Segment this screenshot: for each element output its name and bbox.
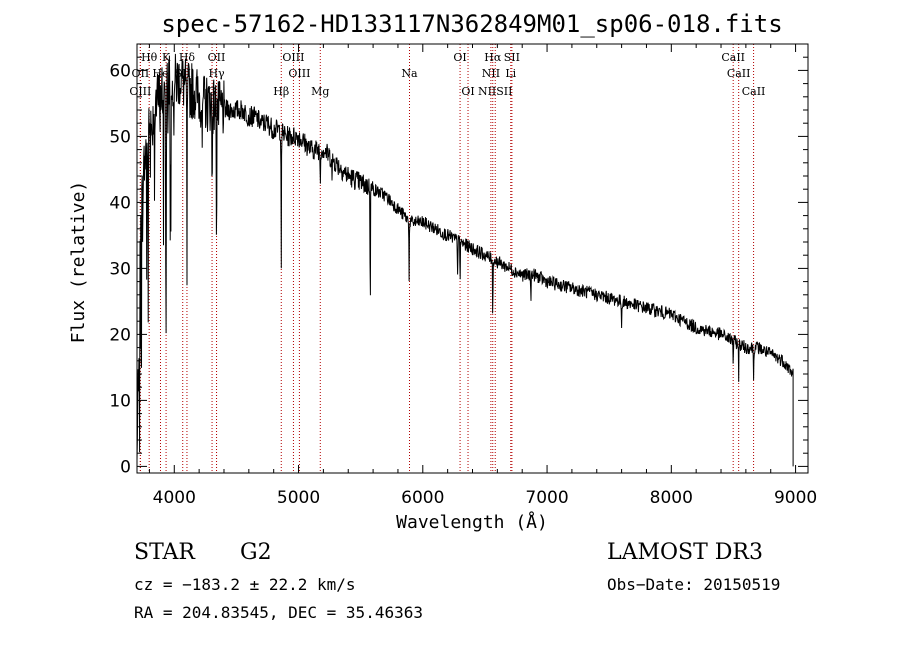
- y-tick-label: 20: [109, 325, 131, 345]
- spectral-line-label: OII: [208, 51, 226, 64]
- spectral-line-label: Hγ: [208, 67, 225, 80]
- spectral-line-label: Na: [401, 67, 418, 80]
- spectral-line-label: CaII: [727, 67, 751, 80]
- y-tick-label: 50: [109, 127, 131, 147]
- spectral-line-markers: [139, 44, 755, 473]
- x-tick-label: 7000: [525, 488, 568, 508]
- spectral-line-label: Hθ: [141, 51, 158, 64]
- object-class: STAR: [134, 540, 195, 565]
- x-tick-label: 9000: [774, 488, 817, 508]
- redshift-cz: cz = −183.2 ± 22.2 km/s: [134, 575, 356, 594]
- spectral-line-label: NIISII: [478, 85, 513, 98]
- spectral-line-label: NII: [482, 67, 500, 80]
- spectral-line-label: Hβ: [273, 85, 289, 98]
- y-tick-label: 60: [109, 61, 131, 81]
- y-axis-label: Flux (relative): [68, 181, 89, 344]
- survey-name: LAMOST DR3: [607, 540, 763, 565]
- spectrum-series-line: [136, 53, 794, 467]
- plot-frame: [136, 43, 809, 474]
- spectral-line-label: CaII: [742, 85, 766, 98]
- spectral-line-label: K: [162, 51, 171, 64]
- spectral-line-label: OII: [131, 67, 149, 80]
- spectral-line-label: Mg: [311, 85, 329, 98]
- spectral-line-label: Li: [505, 67, 516, 80]
- x-tick-label: 8000: [650, 488, 693, 508]
- y-tick-label: 40: [109, 193, 131, 213]
- object-subclass: G2: [240, 540, 272, 565]
- spectral-line-label: OIII: [129, 85, 151, 98]
- spectral-line-label: G: [208, 85, 217, 98]
- spectral-line-label: OIII: [282, 51, 304, 64]
- observation-date: Obs−Date: 20150519: [607, 575, 781, 594]
- y-tick-label: 0: [120, 457, 131, 477]
- spectral-line-label: Hδ: [179, 51, 196, 64]
- spectral-line-label: OI: [453, 51, 466, 64]
- x-tick-label: 5000: [277, 488, 320, 508]
- spectral-line-label: OI: [461, 85, 474, 98]
- spectral-line-label: CaII: [721, 51, 745, 64]
- spectral-line-label: SII: [504, 51, 520, 64]
- x-axis-label: Wavelength (Å): [396, 511, 548, 533]
- spectral-line-label: Hα: [484, 51, 502, 64]
- spectral-line-label: He: [152, 67, 168, 80]
- chart-title: spec-57162-HD133117N362849M01_sp06-018.f…: [161, 10, 782, 38]
- coordinates: RA = 204.83545, DEC = 35.46363: [134, 603, 423, 622]
- y-tick-label: 30: [109, 259, 131, 279]
- y-tick-label: 10: [109, 391, 131, 411]
- x-tick-label: 6000: [401, 488, 444, 508]
- x-tick-label: 4000: [153, 488, 196, 508]
- spectral-line-label: OIII: [288, 67, 310, 80]
